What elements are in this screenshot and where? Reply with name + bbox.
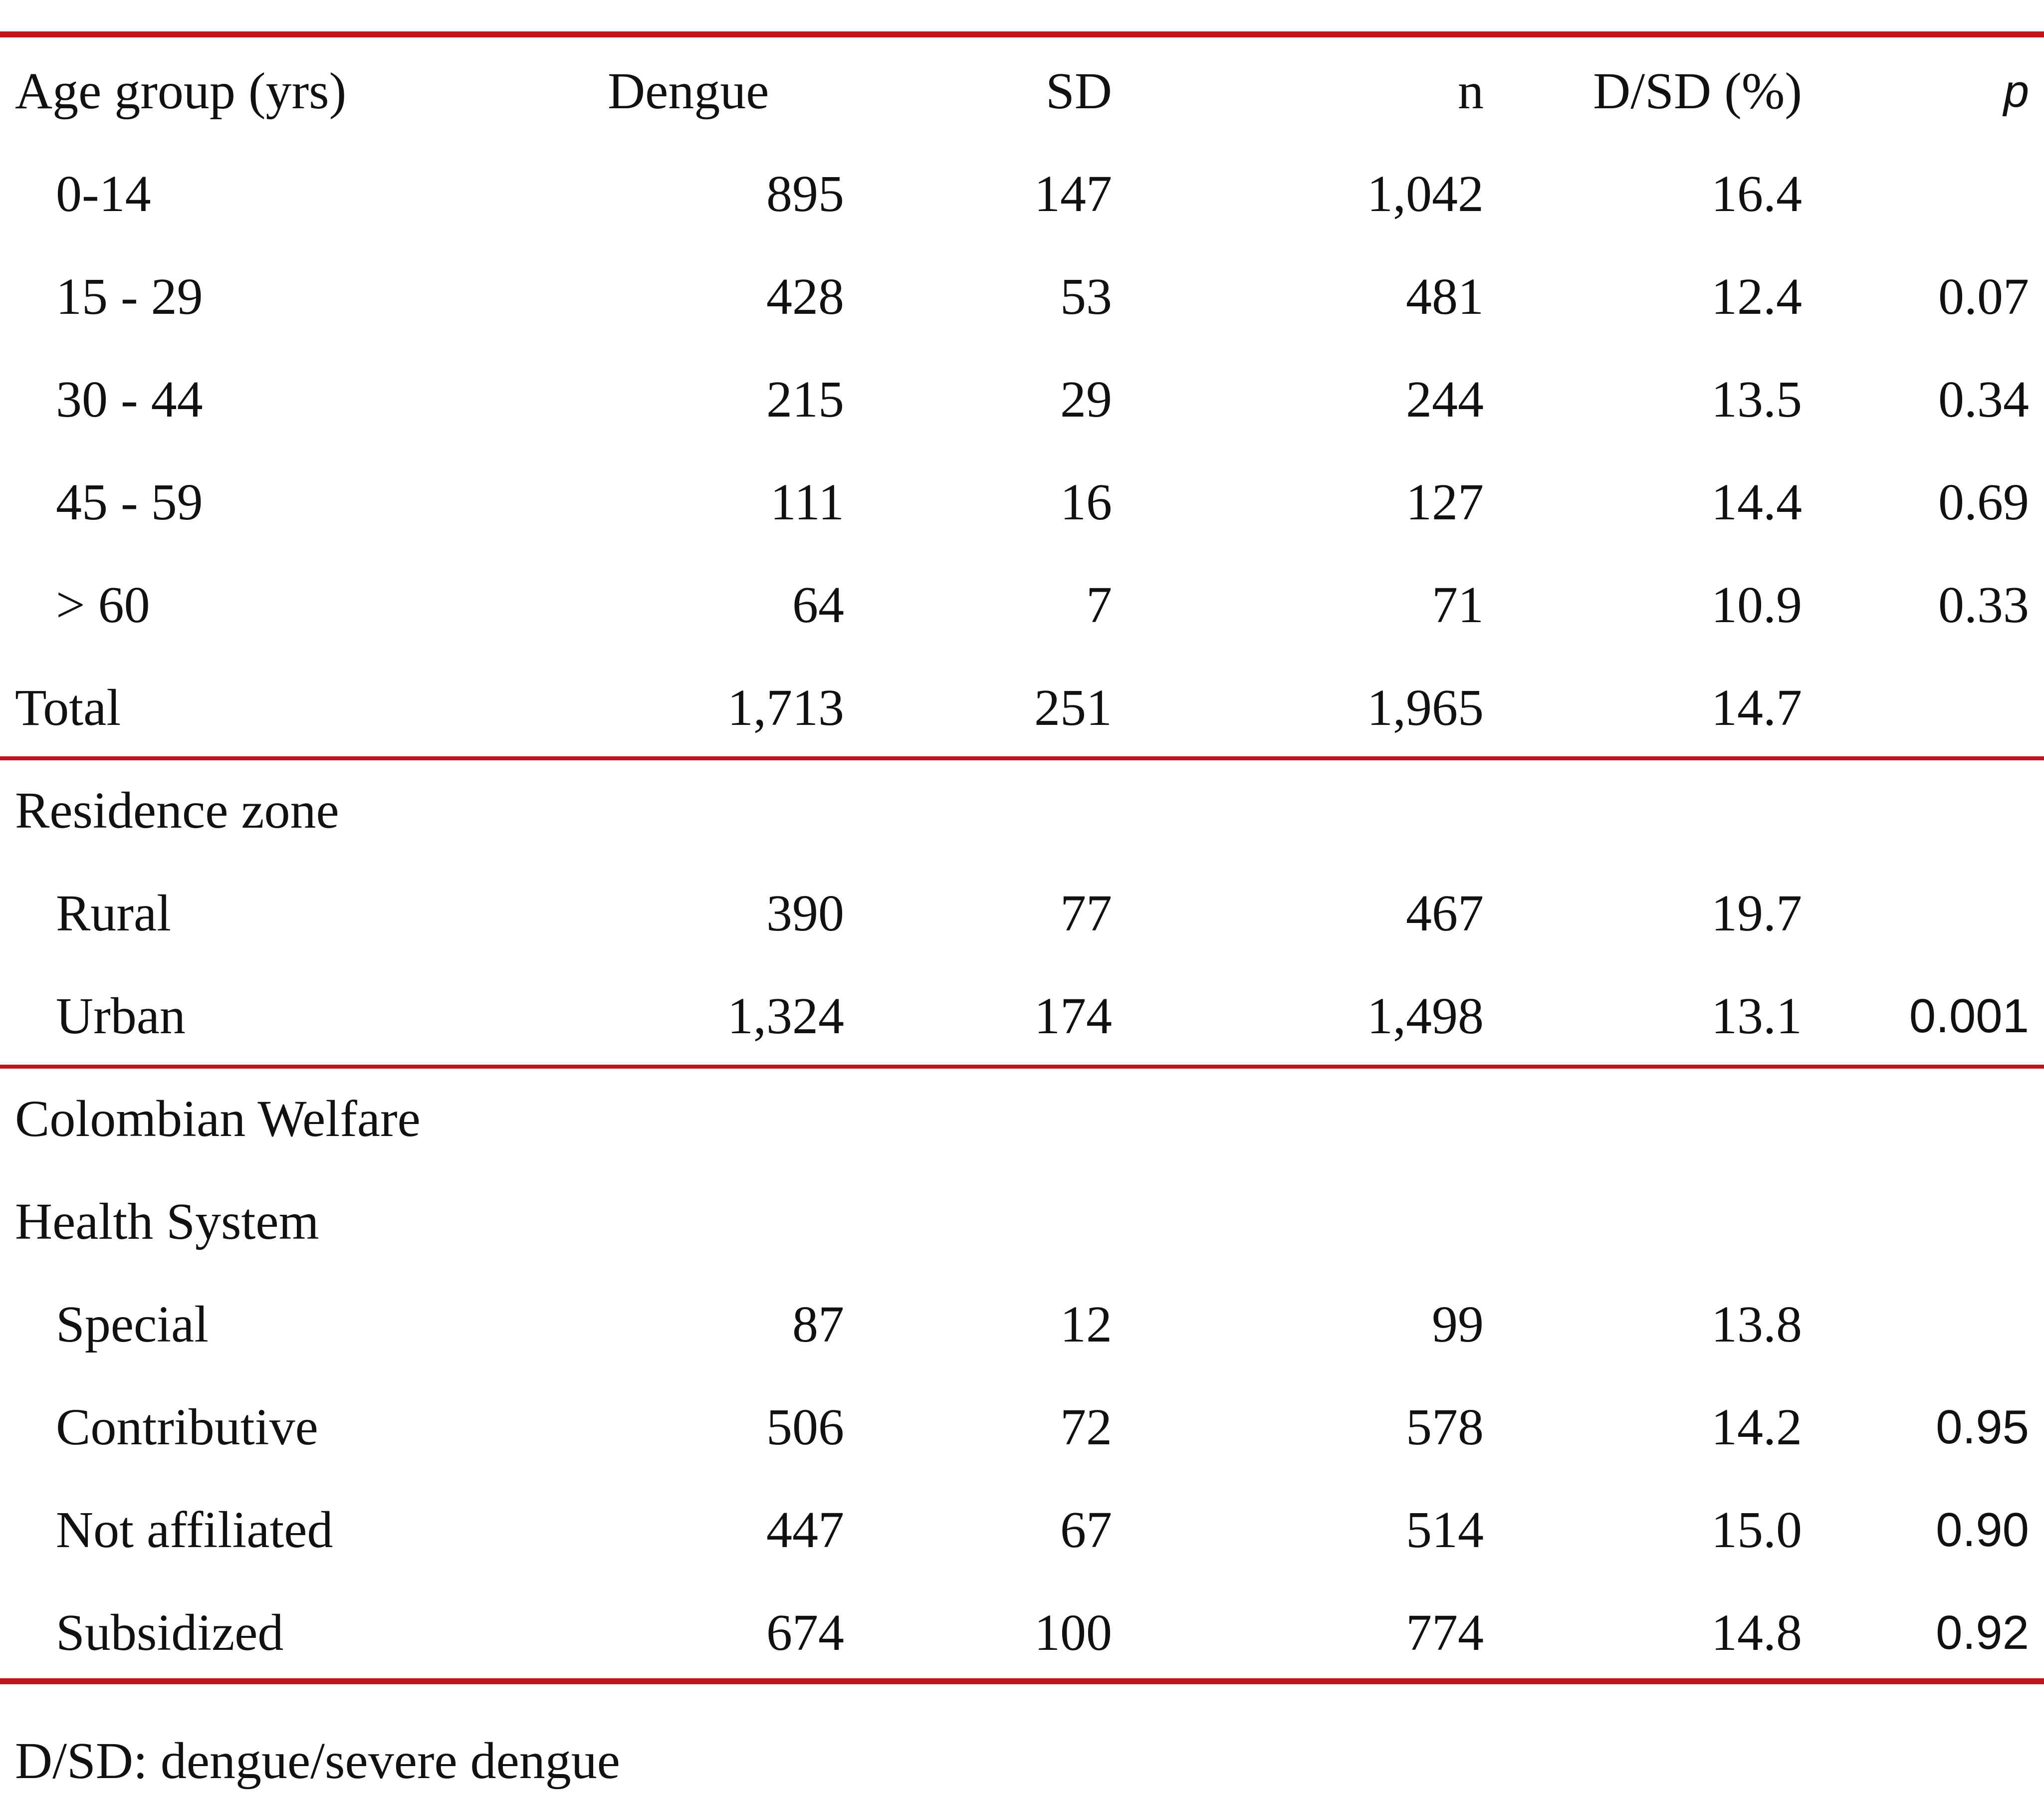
row-label: 0-14 (56, 165, 151, 223)
cell-n: 99 (1432, 1296, 1484, 1353)
cell-p: 0.33 (1938, 576, 2029, 634)
cell-dengue: 1,324 (727, 987, 844, 1045)
cell-dengue: 111 (770, 473, 844, 531)
header-dsd-percent: D/SD (%) (1593, 62, 1802, 120)
cell-dsd: 13.8 (1711, 1296, 1802, 1353)
table-row: 45 - 59 111 16 127 14.4 0.69 (0, 451, 2044, 554)
cell-sd: 72 (1060, 1398, 1112, 1456)
header-age-group: Age group (yrs) (15, 62, 347, 120)
cell-p: 0.34 (1938, 371, 2029, 428)
cell-sd: 100 (1034, 1604, 1112, 1661)
cell-dsd: 15.0 (1711, 1501, 1802, 1559)
section-divider (0, 756, 2044, 760)
cell-n: 774 (1406, 1604, 1484, 1661)
cell-sd: 12 (1060, 1296, 1112, 1353)
cell-n: 127 (1406, 473, 1484, 531)
total-row: Total 1,713 251 1,965 14.7 (0, 657, 2044, 759)
row-label: Urban (56, 987, 186, 1045)
cell-n: 578 (1406, 1398, 1484, 1456)
cell-p: 0.95 (1936, 1400, 2029, 1454)
table-bottom-rule (0, 1678, 2044, 1684)
cell-dsd: 12.4 (1711, 268, 1802, 325)
cell-sd: 53 (1060, 268, 1112, 325)
cell-n: 71 (1432, 576, 1484, 634)
cell-dengue: 215 (766, 371, 844, 428)
section-heading-row: Health System (0, 1170, 2044, 1273)
table-row: Urban 1,324 174 1,498 13.1 0.001 (0, 965, 2044, 1068)
table-top-rule (0, 31, 2044, 37)
cell-p: 0.69 (1938, 473, 2029, 531)
table-row: 0-14 895 147 1,042 16.4 (0, 143, 2044, 245)
cell-sd: 251 (1034, 679, 1112, 736)
cell-p: 0.001 (1909, 989, 2029, 1043)
cell-sd: 147 (1034, 165, 1112, 223)
cell-dengue: 428 (766, 268, 844, 325)
table-row: Contributive 506 72 578 14.2 0.95 (0, 1376, 2044, 1479)
cell-dengue: 390 (766, 885, 844, 942)
row-label: Special (56, 1296, 209, 1353)
cell-n: 244 (1406, 371, 1484, 428)
cell-p: 0.92 (1936, 1606, 2029, 1659)
cell-dsd: 16.4 (1711, 165, 1802, 223)
cell-dengue: 447 (766, 1501, 844, 1559)
cell-p: 0.07 (1938, 268, 2029, 325)
section-heading-row: Residence zone (0, 759, 2044, 862)
section-heading: Colombian Welfare (15, 1090, 421, 1147)
cell-dsd: 10.9 (1711, 576, 1802, 634)
cell-dengue: 87 (792, 1296, 844, 1353)
cell-n: 514 (1406, 1501, 1484, 1559)
header-n: n (1458, 62, 1484, 120)
row-label: Not affiliated (56, 1501, 333, 1559)
cell-dsd: 14.7 (1711, 679, 1802, 736)
section-heading: Health System (15, 1193, 319, 1250)
cell-sd: 67 (1060, 1501, 1112, 1559)
table-row: > 60 64 7 71 10.9 0.33 (0, 554, 2044, 657)
cell-dengue: 674 (766, 1604, 844, 1661)
cell-dengue: 506 (766, 1398, 844, 1456)
cell-dengue: 1,713 (727, 679, 844, 736)
section-heading: Residence zone (15, 782, 339, 839)
cell-n: 481 (1406, 268, 1484, 325)
cell-dsd: 19.7 (1711, 885, 1802, 942)
cell-p: 0.90 (1936, 1503, 2029, 1557)
row-label: 45 - 59 (56, 473, 203, 531)
cell-dsd: 14.2 (1711, 1398, 1802, 1456)
header-sd: SD (1046, 62, 1112, 120)
row-label: Total (15, 679, 121, 736)
cell-n: 1,042 (1367, 165, 1484, 223)
cell-dengue: 895 (766, 165, 844, 223)
cell-sd: 16 (1060, 473, 1112, 531)
row-label: Contributive (56, 1398, 318, 1456)
cell-n: 1,498 (1367, 987, 1484, 1045)
table-header-row: Age group (yrs) Dengue SD n D/SD (%) p (0, 40, 2044, 143)
row-label: 15 - 29 (56, 268, 203, 325)
table-row: 30 - 44 215 29 244 13.5 0.34 (0, 348, 2044, 451)
cell-n: 1,965 (1367, 679, 1484, 736)
table-row: Not affiliated 447 67 514 15.0 0.90 (0, 1479, 2044, 1581)
table-footnote: D/SD: dengue/severe dengue (15, 1732, 620, 1790)
row-label: 30 - 44 (56, 371, 203, 428)
cell-n: 467 (1406, 885, 1484, 942)
header-dengue: Dengue (608, 62, 769, 120)
cell-dsd: 13.5 (1711, 371, 1802, 428)
table-row: Special 87 12 99 13.8 (0, 1273, 2044, 1376)
cell-dsd: 13.1 (1711, 987, 1802, 1045)
cell-dsd: 14.8 (1711, 1604, 1802, 1661)
cell-sd: 29 (1060, 371, 1112, 428)
table-row: Rural 390 77 467 19.7 (0, 862, 2044, 965)
section-divider (0, 1065, 2044, 1069)
cell-dengue: 64 (792, 576, 844, 634)
table-row: Subsidized 674 100 774 14.8 0.92 (0, 1581, 2044, 1684)
section-heading-row: Colombian Welfare (0, 1068, 2044, 1170)
row-label: Rural (56, 885, 172, 942)
cell-sd: 77 (1060, 885, 1112, 942)
header-p: p (2003, 66, 2029, 117)
cell-sd: 7 (1086, 576, 1112, 634)
row-label: > 60 (56, 576, 150, 634)
cell-sd: 174 (1034, 987, 1112, 1045)
table-row: 15 - 29 428 53 481 12.4 0.07 (0, 245, 2044, 348)
row-label: Subsidized (56, 1604, 284, 1661)
cell-dsd: 14.4 (1711, 473, 1802, 531)
